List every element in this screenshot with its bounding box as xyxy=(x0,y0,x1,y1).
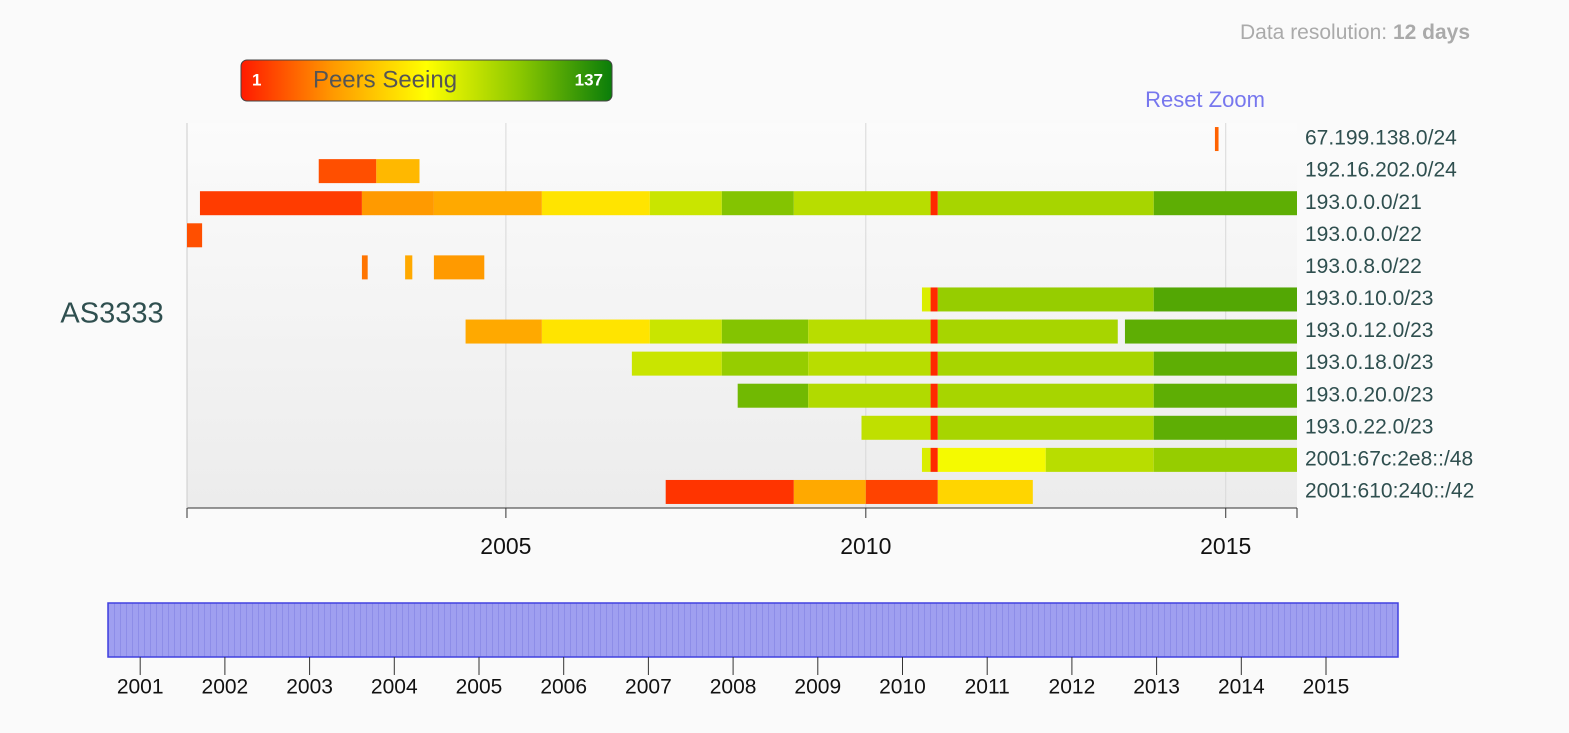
plot-area xyxy=(187,123,1297,508)
segment xyxy=(930,447,938,472)
segment xyxy=(793,191,931,216)
x-tick-label: 2010 xyxy=(840,533,891,559)
segment xyxy=(1153,191,1297,216)
segment xyxy=(405,255,413,280)
legend-title: Peers Seeing xyxy=(313,66,457,93)
segment xyxy=(937,447,1046,472)
segment xyxy=(937,191,1154,216)
nav-tick-label: 2006 xyxy=(540,676,587,699)
nav-tick-label: 2005 xyxy=(456,676,503,699)
segment xyxy=(1045,447,1154,472)
legend-max: 137 xyxy=(575,70,603,89)
segment xyxy=(937,319,1118,344)
segment xyxy=(808,351,931,376)
nav-tick-label: 2013 xyxy=(1133,676,1180,699)
nav-tick-label: 2001 xyxy=(117,676,164,699)
segment xyxy=(1153,415,1297,440)
segment xyxy=(861,415,931,440)
segment xyxy=(649,319,722,344)
segment xyxy=(937,287,1154,312)
row-label: 2001:610:240::/42 xyxy=(1305,480,1474,503)
segment xyxy=(721,351,809,376)
segment xyxy=(930,287,938,312)
resolution: Data resolution: 12 days xyxy=(1240,21,1470,44)
row-label: 2001:67c:2e8::/48 xyxy=(1305,447,1473,470)
segment xyxy=(721,191,794,216)
resolution-label: Data resolution: xyxy=(1240,21,1387,44)
legend-bar xyxy=(240,59,613,102)
segment xyxy=(665,479,794,504)
nav-tick-label: 2007 xyxy=(625,676,672,699)
row-label: 67.199.138.0/24 xyxy=(1305,127,1457,150)
segment xyxy=(465,319,542,344)
segment xyxy=(187,223,203,248)
nav-tick-label: 2015 xyxy=(1303,676,1350,699)
segment xyxy=(1153,383,1297,408)
row-label: 193.0.0.0/21 xyxy=(1305,191,1422,214)
segment xyxy=(541,191,650,216)
row-label: 193.0.10.0/23 xyxy=(1305,287,1433,310)
row-label: 193.0.22.0/23 xyxy=(1305,415,1433,438)
segment xyxy=(937,479,1033,504)
reset-zoom[interactable]: Reset Zoom xyxy=(1145,87,1265,112)
nav-tick-label: 2003 xyxy=(286,676,333,699)
segment xyxy=(930,351,938,376)
segment xyxy=(361,255,368,280)
resolution-value: 12 days xyxy=(1393,21,1470,44)
segment xyxy=(930,383,938,408)
nav-tick-label: 2014 xyxy=(1218,676,1265,699)
segment xyxy=(930,191,938,216)
segment xyxy=(318,159,377,184)
segment xyxy=(721,319,809,344)
segment xyxy=(199,191,362,216)
nav-tick-label: 2011 xyxy=(965,676,1010,699)
segment xyxy=(737,383,809,408)
group-label: AS3333 xyxy=(60,298,163,330)
nav-tick-label: 2008 xyxy=(710,676,757,699)
segment xyxy=(937,415,1154,440)
segment xyxy=(921,287,931,312)
segment xyxy=(808,319,931,344)
row-label: 193.0.12.0/23 xyxy=(1305,319,1433,342)
segment xyxy=(937,383,1154,408)
segment xyxy=(433,191,542,216)
segment xyxy=(541,319,650,344)
x-tick-label: 2005 xyxy=(480,533,531,559)
segment xyxy=(808,383,931,408)
row-label: 193.0.0.0/22 xyxy=(1305,223,1422,246)
segment xyxy=(930,415,938,440)
x-tick-label: 2015 xyxy=(1200,533,1251,559)
segment xyxy=(1124,319,1297,344)
nav-tick-label: 2010 xyxy=(879,676,926,699)
segment xyxy=(1153,447,1297,472)
segment xyxy=(1153,351,1297,376)
segment xyxy=(865,479,938,504)
segment xyxy=(793,479,866,504)
segment xyxy=(1153,287,1297,312)
segment xyxy=(930,319,938,344)
segment xyxy=(921,447,931,472)
row-label: 193.0.8.0/22 xyxy=(1305,255,1422,278)
row-label: 193.0.20.0/23 xyxy=(1305,383,1433,406)
nav-tick-label: 2012 xyxy=(1049,676,1096,699)
nav-tick-label: 2009 xyxy=(794,676,841,699)
segment xyxy=(649,191,722,216)
segment xyxy=(361,191,434,216)
legend-min: 1 xyxy=(252,70,261,89)
navigator[interactable] xyxy=(107,602,1399,658)
nav-tick-label: 2004 xyxy=(371,676,418,699)
segment xyxy=(937,351,1154,376)
segment xyxy=(631,351,722,376)
row-label: 192.16.202.0/24 xyxy=(1305,159,1457,182)
segment xyxy=(433,255,485,280)
nav-tick-label: 2002 xyxy=(202,676,249,699)
segment xyxy=(376,159,420,184)
segment xyxy=(1214,127,1219,152)
row-label: 193.0.18.0/23 xyxy=(1305,351,1433,374)
